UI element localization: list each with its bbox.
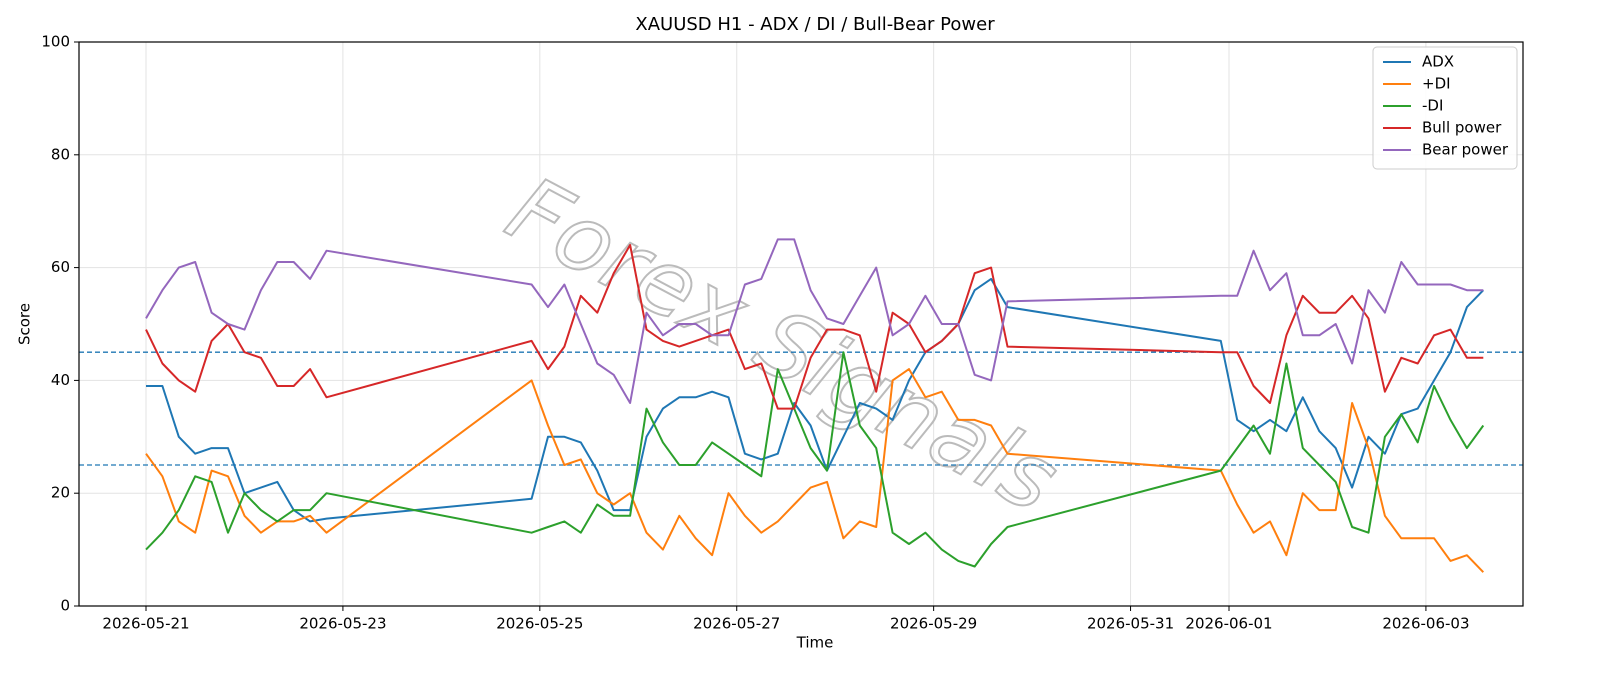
legend-label: +DI	[1422, 75, 1451, 93]
x-tick-label: 2026-06-01	[1185, 615, 1272, 633]
y-tick-label: 60	[51, 258, 70, 276]
x-tick-label: 2026-05-27	[693, 615, 780, 633]
legend-label: -DI	[1422, 97, 1443, 115]
y-tick-label: 40	[51, 371, 70, 389]
series-line	[145, 368, 1485, 573]
legend-box	[1372, 46, 1518, 170]
legend-label: Bear power	[1422, 141, 1509, 159]
x-tick-label: 2026-06-03	[1382, 615, 1469, 633]
legend-label: Bull power	[1422, 119, 1502, 137]
y-axis-label: Score	[16, 303, 34, 345]
series-line	[145, 244, 1484, 410]
plot-frame	[78, 41, 1524, 607]
y-tick-label: 80	[51, 145, 70, 163]
x-tick-label: 2026-05-31	[1087, 615, 1174, 633]
legend: ADX +DI -DI Bull power Bear power	[1372, 46, 1518, 170]
x-tick-label: 2026-05-23	[299, 615, 386, 633]
x-tick-label: 2026-05-29	[890, 615, 977, 633]
chart-title: XAUUSD H1 - ADX / DI / Bull-Bear Power	[635, 14, 995, 35]
x-tick-label: 2026-05-25	[496, 615, 583, 633]
y-tick-label: 100	[41, 33, 70, 51]
y-tick-label: 20	[51, 484, 70, 502]
series-line	[145, 238, 1484, 404]
x-axis-label: Time	[796, 634, 834, 652]
series-line	[145, 351, 1485, 568]
y-tick-label: 0	[60, 597, 70, 615]
legend-label: ADX	[1422, 53, 1454, 71]
x-tick-label: 2026-05-21	[102, 615, 189, 633]
grid: 0 20 40 60 80 100 2026-05-21 2026-05-23 2026-05-…	[41, 33, 1523, 633]
plot	[79, 238, 1523, 573]
